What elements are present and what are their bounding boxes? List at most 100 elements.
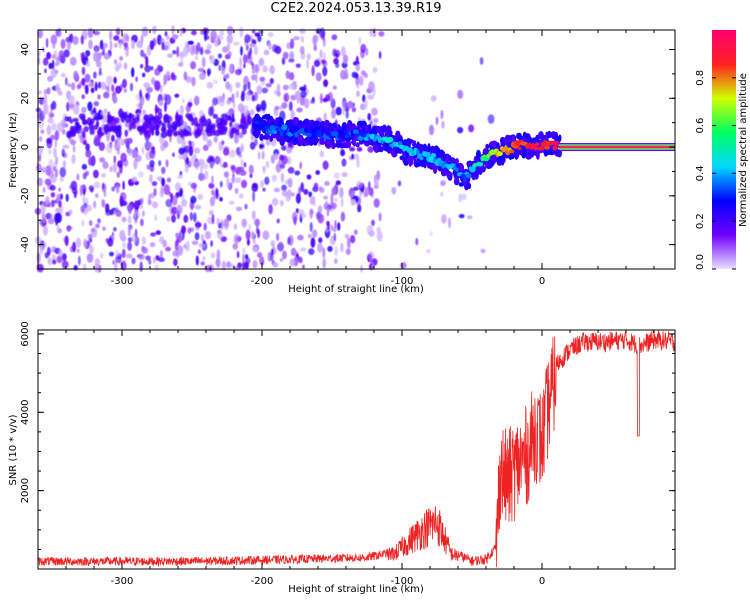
spectrogram-noise-blob bbox=[239, 56, 243, 68]
spectrogram-noise-blob bbox=[356, 146, 363, 152]
spectrogram-noise-blob bbox=[428, 124, 435, 136]
spectrogram-noise-blob bbox=[46, 87, 51, 95]
spectrogram-noise-blob bbox=[254, 138, 258, 147]
spectrogram-noise-blob bbox=[88, 82, 95, 88]
spectrogram-noise-blob bbox=[356, 84, 360, 89]
spectrogram-noise-blob bbox=[133, 200, 140, 210]
spectrogram-noise-blob bbox=[190, 182, 197, 189]
spectrogram-noise-blob bbox=[272, 44, 278, 53]
spectrogram-noise-blob bbox=[350, 199, 356, 206]
spectrogram-noise-blob bbox=[175, 232, 179, 239]
ridge-halo bbox=[446, 171, 453, 178]
spectrogram-noise-blob bbox=[150, 125, 154, 131]
spectrogram-noise-blob bbox=[88, 220, 93, 226]
spectrogram-noise-blob bbox=[197, 249, 201, 255]
spectrogram-noise-blob bbox=[337, 222, 341, 231]
spectrogram-noise-blob bbox=[207, 70, 210, 77]
spectrogram-noise-blob bbox=[62, 128, 66, 135]
spectrogram-noise-blob bbox=[245, 229, 251, 240]
spectrogram-noise-blob bbox=[160, 184, 164, 195]
spectrogram-noise-blob bbox=[347, 100, 354, 109]
spectrogram-noise-blob bbox=[440, 180, 446, 187]
spectrogram-noise-blob bbox=[242, 260, 246, 271]
spectrogram-noise-blob bbox=[37, 90, 42, 95]
spectrogram-noise-blob bbox=[372, 66, 378, 73]
spectrogram-noise-blob bbox=[53, 147, 57, 158]
spectrogram-noise-blob bbox=[240, 46, 243, 56]
spectrogram-noise-blob bbox=[229, 121, 233, 127]
snr-plot-area bbox=[38, 330, 675, 569]
spectrogram-noise-blob bbox=[226, 99, 232, 105]
spectrogram-noise-blob bbox=[289, 51, 295, 62]
spectrogram-noise-blob bbox=[90, 87, 95, 94]
spectrogram-noise-blob bbox=[113, 76, 117, 84]
spectrogram-noise-blob bbox=[183, 214, 189, 223]
spectrogram-noise-blob bbox=[117, 62, 123, 69]
spectrogram-noise-blob bbox=[334, 197, 338, 203]
spectrogram-noise-blob bbox=[371, 107, 378, 116]
spectrogram-noise-blob bbox=[103, 53, 111, 60]
spectrogram-noise-blob bbox=[48, 170, 54, 179]
spectrogram-noise-blob bbox=[76, 248, 80, 253]
spectrogram-noise-blob bbox=[206, 139, 213, 147]
spectrogram-noise-blob bbox=[322, 257, 327, 269]
y-tick-label: 6000 bbox=[20, 321, 31, 346]
spectrogram-frame bbox=[37, 29, 676, 270]
spectrogram-noise-blob bbox=[353, 186, 359, 191]
spectrogram-noise-blob bbox=[430, 95, 437, 102]
spectrogram-noise-blob bbox=[128, 122, 133, 131]
spectrogram-noise-blob bbox=[194, 221, 202, 228]
spectrogram-noise-blob bbox=[239, 146, 244, 153]
spectrogram-noise-blob bbox=[48, 110, 54, 119]
ridge-halo bbox=[312, 136, 320, 144]
spectrogram-noise-blob bbox=[247, 50, 252, 60]
ridge-halo bbox=[485, 143, 490, 150]
spectrogram-noise-blob bbox=[53, 50, 58, 61]
spectrogram-noise-blob bbox=[251, 94, 256, 102]
spectrogram-noise-blob bbox=[47, 246, 51, 256]
spectrogram-noise-blob bbox=[93, 263, 100, 273]
spectrogram-noise-blob bbox=[194, 204, 202, 210]
spectrogram-noise-blob bbox=[286, 147, 293, 153]
ridge-blob bbox=[281, 124, 288, 131]
spectrogram-noise-blob bbox=[164, 31, 168, 37]
spectrogram-noise-blob bbox=[146, 87, 153, 93]
spectrogram-noise-blob bbox=[319, 93, 323, 104]
spectrogram-noise-blob bbox=[273, 187, 280, 193]
spectrogram-noise-blob bbox=[468, 124, 475, 133]
spectrogram-noise-blob bbox=[300, 36, 304, 43]
spectrogram-noise-blob bbox=[93, 181, 101, 189]
spectrogram-noise-blob bbox=[269, 78, 274, 84]
ridge-blob bbox=[338, 129, 345, 136]
spectrogram-noise-blob bbox=[330, 193, 334, 205]
spectrogram-noise-blob bbox=[183, 71, 188, 81]
spectrogram-noise-blob bbox=[92, 200, 97, 209]
spectrogram-noise-blob bbox=[173, 123, 178, 131]
spectrogram-noise-blob bbox=[46, 52, 51, 60]
spectrogram-noise-blob bbox=[45, 212, 52, 220]
spectrogram-noise-blob bbox=[122, 180, 125, 190]
spectrogram-noise-blob bbox=[479, 57, 484, 65]
spectrogram-noise-blob bbox=[233, 133, 240, 144]
spectrogram-noise-blob bbox=[185, 104, 191, 113]
spectrogram-noise-blob bbox=[251, 183, 259, 192]
spectrogram-noise-blob bbox=[106, 86, 110, 93]
spectrogram-noise-blob bbox=[323, 112, 327, 122]
colorbar-ticks: 0.0 0.2 0.4 0.6 0.8 bbox=[695, 70, 736, 270]
spectrogram-noise-blob bbox=[263, 49, 270, 56]
spectrogram-noise-blob bbox=[172, 195, 178, 206]
spectrogram-noise-blob bbox=[323, 79, 329, 88]
spectrogram-noise-blob bbox=[270, 240, 275, 247]
spectrogram-y-axis-label: Frequency (Hz) bbox=[8, 112, 19, 188]
spectrogram-noise-blob bbox=[72, 144, 76, 153]
spectrogram-noise-blob bbox=[88, 157, 93, 166]
spectrogram-noise-blob bbox=[116, 171, 121, 178]
ridge-blob bbox=[455, 167, 459, 172]
spectrogram-noise-blob bbox=[242, 247, 246, 254]
spectrogram-noise-blob bbox=[206, 118, 212, 126]
snr-line bbox=[37, 329, 675, 568]
spectrogram-noise-blob bbox=[285, 191, 292, 202]
spectrogram-noise-blob bbox=[323, 195, 329, 200]
spectrogram-noise-blob bbox=[60, 54, 66, 61]
spectrogram-noise-blob bbox=[190, 61, 197, 70]
